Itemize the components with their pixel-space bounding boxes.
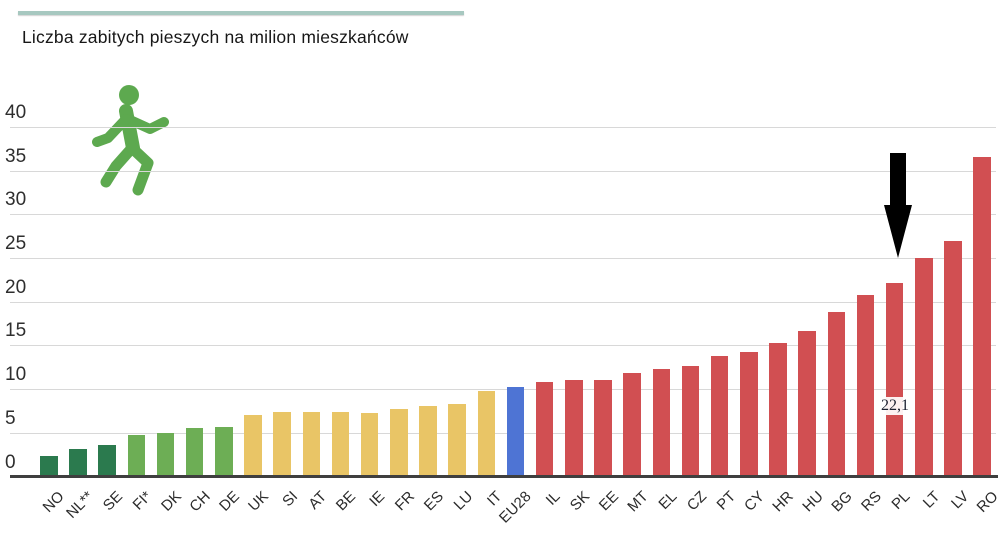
x-label-eu28: EU28 bbox=[495, 488, 535, 527]
gridline-40 bbox=[10, 126, 996, 128]
bar-cy bbox=[740, 351, 758, 477]
bar-ro bbox=[973, 156, 991, 477]
bar-pt bbox=[710, 355, 729, 477]
x-label-cy: CY bbox=[741, 488, 768, 515]
x-label-no: NO bbox=[39, 488, 68, 516]
bar-ie bbox=[360, 412, 379, 477]
bar-es bbox=[419, 405, 437, 477]
x-label-hu: HU bbox=[798, 488, 827, 516]
bar-se bbox=[98, 445, 116, 477]
x-label-il: IL bbox=[542, 488, 564, 509]
x-label-at: AT bbox=[305, 488, 331, 513]
bar-si bbox=[273, 411, 291, 477]
x-label-fi: FI* bbox=[129, 488, 156, 514]
x-label-cz: CZ bbox=[683, 488, 710, 515]
x-label-it: IT bbox=[483, 488, 506, 510]
x-label-bg: BG bbox=[827, 488, 856, 516]
x-label-ro: RO bbox=[973, 488, 1000, 516]
bar-dk bbox=[156, 432, 175, 477]
gridline-35 bbox=[10, 170, 996, 172]
bar-at bbox=[302, 411, 320, 477]
accent-line bbox=[18, 11, 464, 15]
y-tick-label-0: 0 bbox=[5, 451, 16, 473]
y-tick-label-25: 25 bbox=[5, 233, 27, 254]
bar-mt bbox=[623, 372, 641, 477]
x-label-fr: FR bbox=[391, 488, 418, 515]
bar-no bbox=[40, 455, 58, 477]
bar-il bbox=[535, 382, 554, 477]
gridline-10 bbox=[10, 389, 996, 391]
bar-lu bbox=[448, 404, 466, 477]
x-label-ee: EE bbox=[595, 488, 623, 515]
x-label-mt: MT bbox=[623, 488, 652, 516]
bar-de bbox=[215, 426, 233, 477]
x-label-rs: RS bbox=[857, 488, 885, 515]
y-tick-label-30: 30 bbox=[5, 189, 27, 211]
x-label-lt: LT bbox=[919, 488, 943, 512]
x-label-de: DE bbox=[216, 488, 243, 515]
x-label-sk: SK bbox=[566, 488, 593, 515]
x-label-be: BE bbox=[333, 488, 360, 515]
x-label-uk: UK bbox=[245, 488, 272, 515]
bar-ch bbox=[185, 428, 204, 477]
x-label-dk: DK bbox=[157, 488, 185, 515]
pl-value-annotation: 22,1 bbox=[879, 397, 911, 415]
bar-hr bbox=[769, 342, 787, 477]
page-title: Liczba zabitych pieszych na milion miesz… bbox=[22, 27, 409, 47]
bar-lv bbox=[944, 241, 962, 477]
x-label-nl: NL** bbox=[63, 488, 97, 522]
bar-uk bbox=[244, 415, 262, 477]
bar-rs bbox=[856, 294, 875, 477]
gridline-30 bbox=[10, 214, 996, 216]
bar-lt bbox=[915, 258, 933, 477]
y-tick-label-20: 20 bbox=[5, 276, 27, 298]
bar-ee bbox=[594, 379, 612, 477]
bar-fr bbox=[390, 409, 408, 477]
arrow-down-icon bbox=[884, 153, 912, 258]
gridline-25 bbox=[10, 258, 996, 259]
pedestrian-icon bbox=[92, 85, 169, 196]
x-label-se: SE bbox=[99, 488, 127, 515]
bar-be bbox=[331, 411, 350, 477]
y-tick-label-15: 15 bbox=[5, 320, 27, 342]
x-label-pl: PL bbox=[888, 488, 914, 514]
bar-it bbox=[477, 390, 496, 477]
bar-hu bbox=[798, 330, 816, 477]
y-tick-label-10: 10 bbox=[5, 364, 27, 386]
bar-sk bbox=[565, 379, 583, 477]
gridline-20 bbox=[10, 301, 996, 303]
x-label-pt: PT bbox=[713, 488, 739, 514]
x-label-ie: IE bbox=[366, 488, 389, 511]
y-tick-label-35: 35 bbox=[5, 145, 27, 167]
x-axis-baseline bbox=[10, 475, 998, 478]
bar-nl bbox=[69, 449, 87, 477]
gridline-15 bbox=[10, 345, 996, 347]
x-label-lu: LU bbox=[450, 488, 477, 514]
x-label-ch: CH bbox=[186, 488, 214, 516]
x-label-lv: LV bbox=[947, 488, 973, 513]
bar-el bbox=[652, 369, 671, 477]
gridline-5 bbox=[10, 432, 996, 434]
bar-eu28 bbox=[506, 386, 525, 477]
x-label-el: EL bbox=[655, 488, 681, 514]
bar-pl bbox=[885, 283, 904, 477]
y-tick-label-5: 5 bbox=[5, 407, 16, 429]
x-label-hr: HR bbox=[769, 488, 798, 516]
bar-fi bbox=[127, 435, 145, 477]
bar-bg bbox=[827, 312, 846, 477]
x-label-es: ES bbox=[420, 488, 448, 515]
x-label-si: SI bbox=[279, 488, 302, 511]
bar-cz bbox=[681, 366, 700, 477]
y-tick-label-40: 40 bbox=[5, 101, 27, 123]
